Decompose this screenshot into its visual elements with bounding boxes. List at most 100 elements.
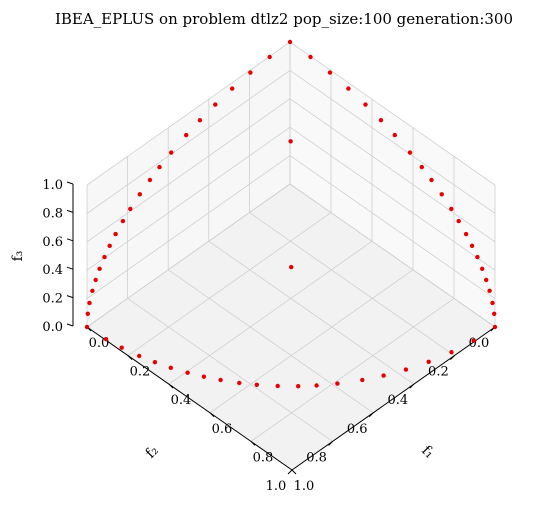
y-tick-label: 0.6	[347, 422, 368, 437]
grid-line	[289, 183, 496, 328]
z-tick-mark	[66, 323, 74, 327]
scatter-point	[363, 102, 368, 107]
scatter-point	[492, 324, 498, 330]
y-tick-mark	[287, 469, 293, 475]
scatter-point	[157, 164, 162, 170]
y-axis-line	[291, 326, 496, 471]
scatter-point	[407, 150, 413, 155]
scatter-point	[381, 373, 386, 378]
scatter-point	[480, 266, 485, 271]
scatter-point	[90, 288, 95, 293]
scatter-point	[147, 177, 153, 183]
grid-line	[289, 41, 496, 186]
grid-line	[86, 41, 291, 186]
scatter-point	[449, 206, 454, 212]
scatter-point	[97, 266, 102, 271]
scatter-point	[308, 54, 313, 60]
scatter-point	[289, 264, 294, 270]
scatter-point	[168, 365, 173, 370]
scatter-point	[137, 192, 142, 197]
scatter-point	[213, 102, 218, 107]
x-tick-mark	[250, 441, 256, 446]
z-tick-label: 1.0	[42, 178, 63, 193]
y-tick-mark	[450, 355, 455, 360]
grid-line	[289, 155, 496, 299]
scatter-point	[84, 324, 90, 330]
scatter-point	[113, 231, 118, 237]
x-tick-mark	[168, 383, 174, 389]
grid-line	[167, 269, 374, 414]
scatter-point	[185, 370, 190, 375]
x-tick-label: 1.0	[294, 479, 315, 494]
scatter-point	[484, 277, 489, 283]
x-axis-line	[86, 326, 293, 471]
z-tick-mark	[66, 238, 74, 242]
grid-line	[86, 126, 291, 271]
z-tick-mark	[66, 209, 74, 213]
grid-line	[86, 98, 291, 243]
tick-labels: 0.00.20.40.60.81.00.00.20.40.60.81.00.00…	[42, 178, 496, 494]
scatter-point	[267, 54, 272, 60]
scatter-point	[378, 118, 384, 123]
scatter-point	[102, 254, 107, 260]
scatter-point	[119, 345, 124, 350]
scatter-point	[449, 350, 454, 355]
z-tick-label: 0.8	[42, 206, 63, 221]
scatter-point	[426, 359, 431, 364]
grid-line	[250, 298, 455, 442]
scatter-point	[128, 206, 133, 212]
z-tick-label: 0.6	[42, 235, 63, 250]
scatter-point	[419, 164, 424, 170]
grid-line	[209, 269, 414, 414]
y-tick-label: 0.0	[469, 336, 490, 351]
scatter-point	[287, 39, 293, 45]
scatter-point	[346, 86, 351, 91]
scatter-point	[288, 139, 293, 144]
scatter-point	[201, 374, 207, 379]
y-tick-mark	[409, 383, 415, 389]
scatter-point	[230, 86, 235, 91]
scatter-point	[471, 338, 476, 343]
scatter-point	[487, 288, 492, 293]
scatter-point	[184, 132, 189, 138]
scatter-point	[439, 192, 444, 197]
y-axis-label: f₂	[143, 443, 162, 462]
z-tick-mark	[66, 266, 74, 270]
scatter-point	[218, 377, 223, 383]
wall-pane-y0	[290, 42, 495, 327]
grid-line	[86, 155, 291, 299]
z-tick-label: 0.4	[42, 263, 63, 278]
scatter-point	[152, 360, 158, 365]
y-tick-label: 0.8	[306, 450, 327, 465]
scatter-point	[137, 353, 142, 359]
grid-line	[168, 240, 373, 385]
grid-line	[249, 212, 455, 356]
x-tick-mark	[127, 355, 133, 360]
y-tick-label: 0.2	[428, 365, 449, 380]
scatter-point	[456, 218, 461, 224]
y-tick-label: 0.4	[387, 393, 408, 408]
scatter-point	[93, 277, 98, 283]
grid-line	[86, 183, 291, 328]
scatter-point	[103, 337, 109, 342]
x-tick-label: 0.4	[171, 393, 192, 408]
grid-lines	[86, 41, 496, 471]
grid-line	[289, 70, 496, 214]
axis-lines	[72, 184, 496, 471]
grid-line	[127, 212, 332, 356]
scatter-points	[84, 39, 498, 389]
scatter-point	[429, 177, 434, 183]
scatter-point	[275, 383, 280, 389]
grid-line	[86, 70, 291, 214]
x-tick-label: 0.2	[130, 365, 151, 380]
scatter-point	[107, 243, 112, 248]
x-tick-mark	[291, 469, 297, 475]
z-axis-label: f₃	[10, 251, 26, 262]
scatter-point	[492, 311, 497, 316]
z-tick-mark	[66, 295, 74, 299]
scatter-point	[403, 367, 409, 372]
scatter-point	[327, 70, 333, 75]
scatter-point	[87, 300, 92, 306]
scatter-point	[490, 300, 495, 306]
x-axis-label: f₁	[418, 443, 437, 462]
